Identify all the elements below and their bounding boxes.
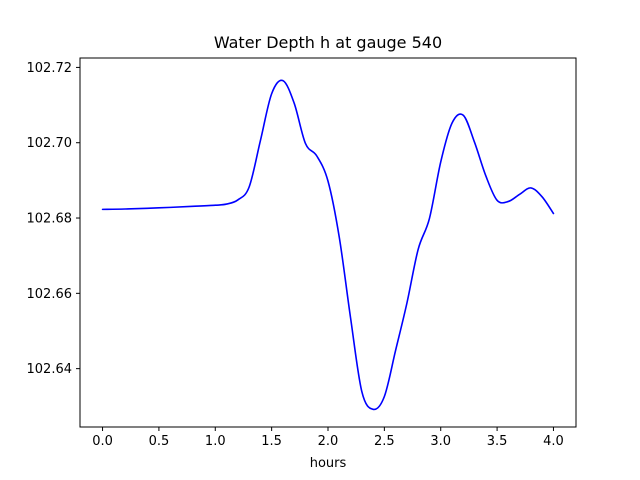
x-tick-label: 3.5 <box>487 434 508 449</box>
x-axis-label: hours <box>310 456 347 471</box>
plot-area <box>101 79 555 411</box>
plot-frame <box>79 57 577 428</box>
axis-ticks: 0.0 0.5 1.0 1.5 2.0 2.5 3.0 3.5 4.0 102.64 102.66 1… <box>27 61 564 449</box>
x-tick-label: 0.5 <box>149 434 170 449</box>
series-line <box>101 79 555 411</box>
y-tick-label: 102.70 <box>27 136 73 151</box>
x-tick-label: 2.0 <box>318 434 339 449</box>
x-tick-label: 2.5 <box>374 434 395 449</box>
y-tick-label: 102.72 <box>27 61 73 76</box>
y-tick-label: 102.64 <box>27 362 73 377</box>
x-tick-label: 1.0 <box>205 434 226 449</box>
chart-title: Water Depth h at gauge 540 <box>214 33 442 52</box>
x-tick-label: 4.0 <box>543 434 564 449</box>
y-tick-label: 102.66 <box>27 287 73 302</box>
x-tick-label: 3.0 <box>430 434 451 449</box>
x-tick-label: 1.5 <box>261 434 282 449</box>
y-tick-label: 102.68 <box>27 212 73 227</box>
x-tick-label: 0.0 <box>92 434 113 449</box>
